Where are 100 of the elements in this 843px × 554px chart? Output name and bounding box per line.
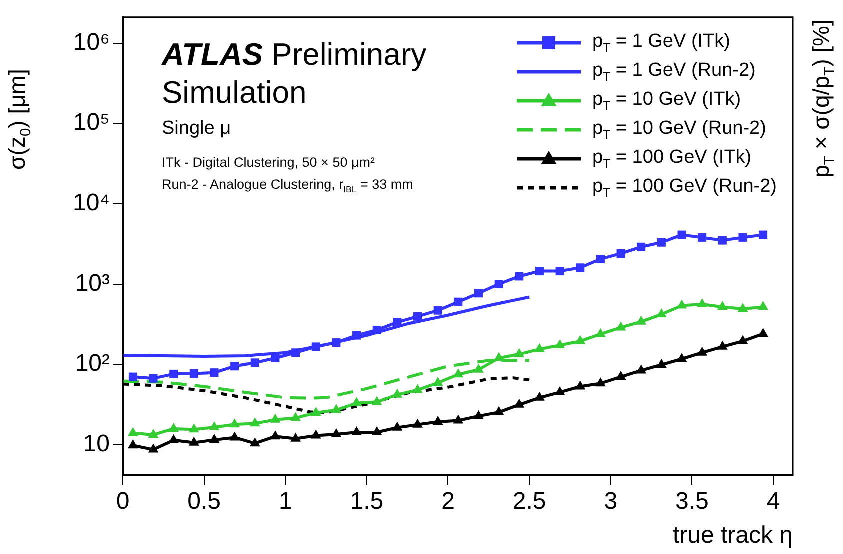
point	[168, 422, 180, 432]
y-tick-label: 10⁶	[73, 28, 110, 56]
point	[535, 267, 544, 276]
point	[250, 438, 260, 447]
point	[414, 312, 422, 321]
point	[290, 412, 301, 422]
point	[676, 353, 688, 362]
x-tick-label: 3.5	[675, 488, 709, 516]
point	[209, 434, 220, 444]
point	[190, 369, 198, 378]
point	[738, 233, 748, 242]
point	[494, 352, 504, 362]
x-tick-label: 1	[278, 488, 292, 516]
x-tick-label: 2.5	[512, 488, 546, 516]
point	[718, 236, 727, 245]
point	[188, 424, 200, 433]
point	[270, 430, 281, 440]
point	[697, 346, 708, 356]
point	[494, 406, 504, 416]
point	[656, 358, 667, 368]
point	[434, 306, 442, 315]
point	[412, 384, 423, 394]
point	[372, 396, 382, 406]
point	[515, 272, 524, 281]
point	[230, 362, 240, 371]
point	[432, 377, 444, 386]
point	[128, 440, 138, 449]
annotation: ITk - Digital Clustering, 50 × 50 μm²	[162, 155, 375, 170]
point	[657, 238, 666, 247]
x-axis-title: true track η	[672, 522, 793, 550]
point	[636, 316, 647, 325]
x-tick-label: 4	[766, 488, 780, 516]
point	[149, 374, 158, 383]
point	[210, 368, 219, 378]
point	[271, 354, 280, 362]
point	[616, 249, 626, 258]
point	[290, 432, 301, 442]
point	[758, 328, 769, 338]
y-tick-label: 10⁵	[73, 109, 110, 136]
point	[758, 301, 769, 310]
point	[556, 267, 564, 276]
legend-label: p$_{T}$ = 10 GeV (ITk)	[592, 88, 742, 112]
point	[474, 410, 484, 420]
point	[453, 414, 464, 424]
x-tick-label: 0.5	[188, 488, 222, 516]
point	[310, 430, 322, 439]
point	[576, 264, 585, 272]
point	[352, 397, 362, 406]
point	[412, 418, 423, 428]
point	[717, 340, 728, 350]
legend-label: p$_{T}$ = 1 GeV (ITk)	[592, 30, 730, 54]
point	[148, 428, 159, 438]
point	[312, 342, 320, 352]
point	[636, 364, 647, 374]
x-tick-label: 3	[604, 488, 618, 516]
legend-label: p$_{T}$ = 100 GeV (ITk)	[592, 146, 752, 170]
point	[678, 230, 686, 240]
point	[717, 301, 728, 310]
point	[616, 371, 626, 380]
point	[352, 331, 362, 340]
point	[494, 280, 504, 289]
point	[230, 432, 240, 441]
point	[637, 242, 646, 252]
point	[698, 233, 707, 242]
point	[168, 434, 180, 444]
point	[372, 426, 382, 436]
point	[332, 338, 341, 348]
y-tick-label: 10²	[75, 350, 110, 378]
legend-label: p$_{T}$ = 1 GeV (Run-2)	[592, 60, 756, 84]
point	[759, 230, 768, 240]
x-tick-label: 2	[442, 488, 455, 516]
point	[453, 368, 464, 378]
point	[738, 335, 748, 344]
point	[292, 348, 300, 358]
point	[392, 422, 403, 431]
point	[697, 298, 708, 308]
point	[188, 436, 200, 446]
x-tick-label: 0	[116, 488, 130, 516]
point	[392, 388, 403, 398]
point	[432, 416, 444, 425]
point	[554, 339, 566, 348]
point	[393, 318, 402, 327]
point	[331, 404, 342, 414]
point	[372, 326, 382, 334]
legend-label: p$_{T}$ = 10 GeV (Run-2)	[592, 118, 766, 142]
x-tick-label: 1.5	[350, 488, 384, 516]
point	[554, 386, 566, 396]
point	[596, 328, 606, 338]
point	[616, 322, 626, 331]
point	[270, 414, 281, 423]
point	[596, 254, 605, 264]
annotation: Run-2 - Analogue Clustering, r$_{IBL}$ = 33 mm	[162, 177, 414, 195]
point	[128, 372, 138, 382]
point	[596, 378, 606, 387]
y-tick-label: 10³	[75, 270, 110, 297]
point	[575, 335, 586, 344]
point	[128, 427, 138, 436]
y-tick-label: 10	[83, 430, 110, 458]
point	[454, 298, 463, 306]
point	[170, 370, 178, 378]
